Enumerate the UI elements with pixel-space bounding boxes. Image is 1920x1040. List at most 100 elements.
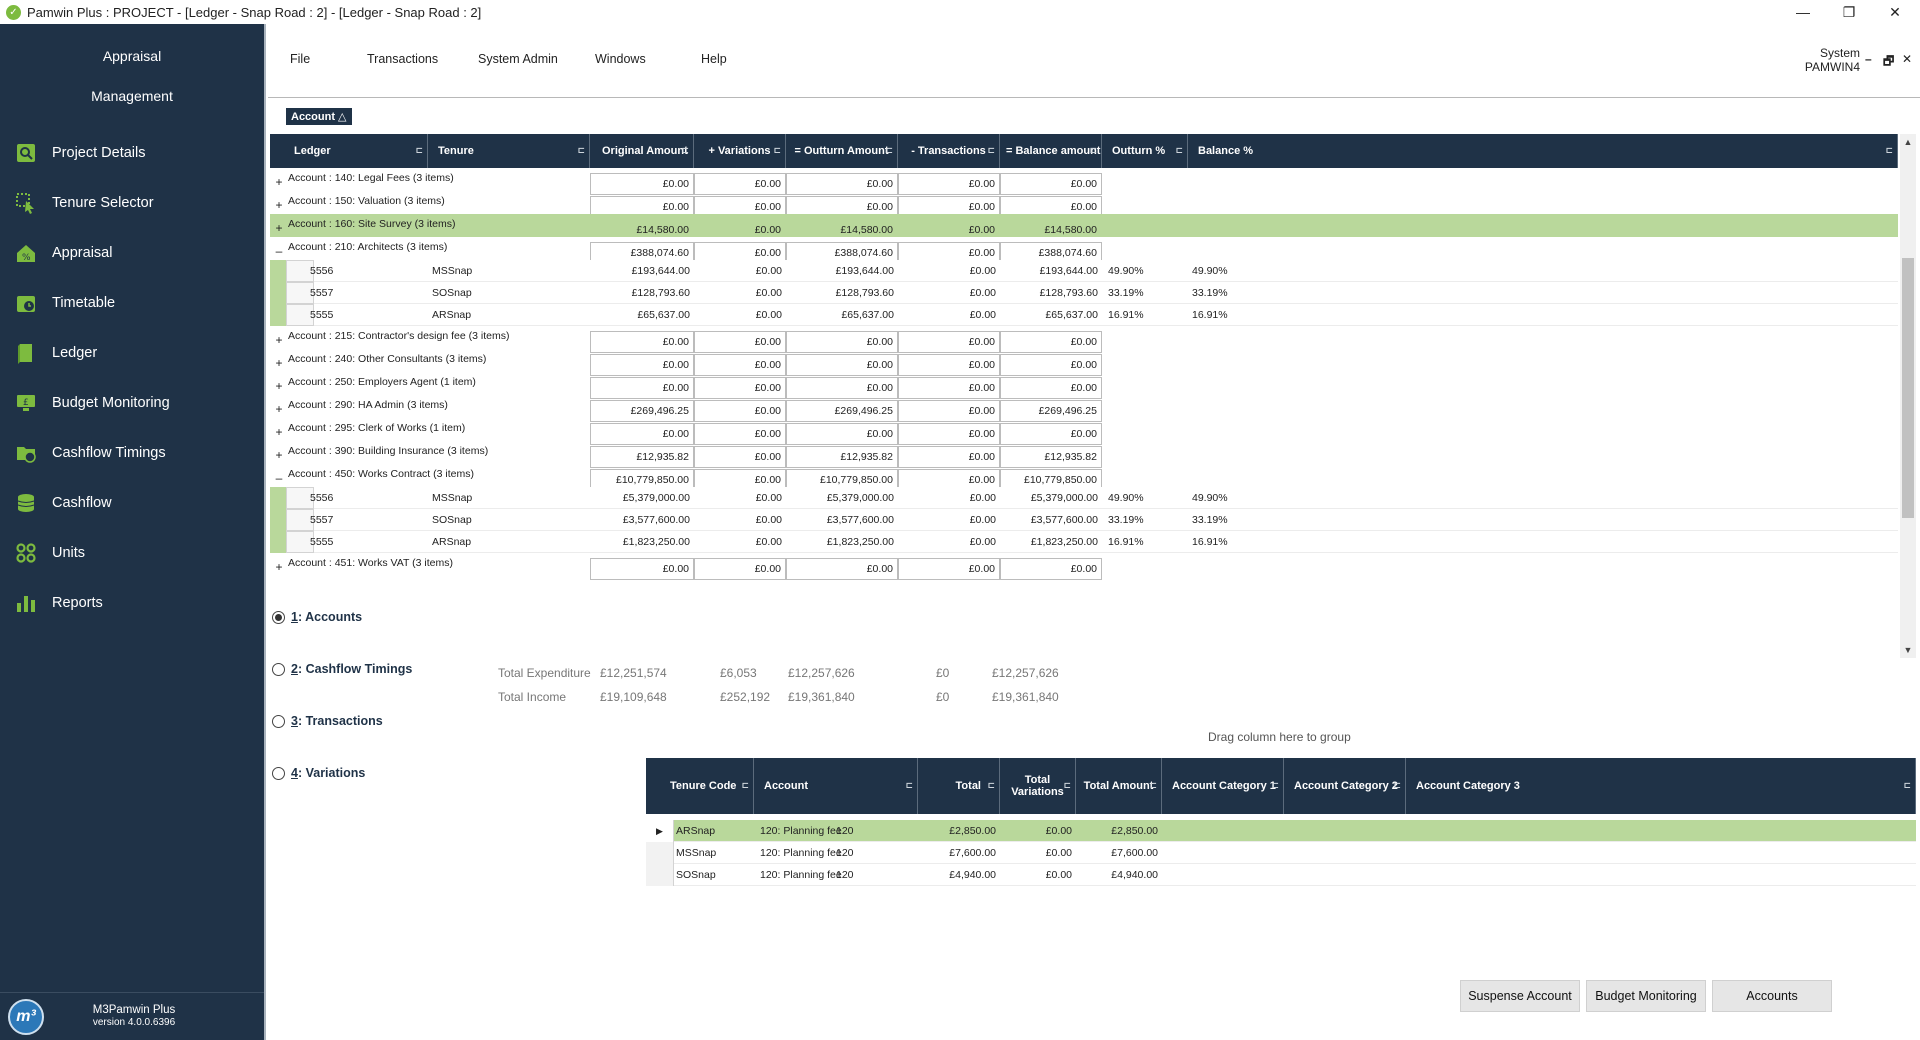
column-header-variations[interactable]: + Variations ⊏ <box>694 134 786 168</box>
account-group-row[interactable]: – Account : 450: Works Contract (3 items)… <box>270 464 1898 491</box>
account-group-row[interactable]: + Account : 215: Contractor's design fee … <box>270 326 1898 353</box>
expand-icon[interactable]: + <box>275 198 283 212</box>
tenure-column-header-total-amount[interactable]: Total Amount ⊏ <box>1076 758 1162 814</box>
tenure-column-header-account-category-1[interactable]: Account Category 1 ⊏ <box>1162 758 1284 814</box>
column-header-balance-amount[interactable]: = Balance amount ⊏ <box>1000 134 1102 168</box>
view-option-accounts[interactable]: 1: Accounts <box>272 610 362 624</box>
expand-icon[interactable]: + <box>275 448 283 462</box>
account-group-row[interactable]: + Account : 295: Clerk of Works (1 item) £… <box>270 418 1898 445</box>
sidebar-item-units[interactable]: Units <box>0 528 264 578</box>
expand-icon[interactable]: + <box>275 356 283 370</box>
tenure-column-header-total[interactable]: Total ⊏ <box>918 758 1000 814</box>
radio-button[interactable] <box>272 766 285 780</box>
group-by-account-chip[interactable]: Account △ <box>286 108 352 125</box>
expand-icon[interactable]: + <box>275 402 283 416</box>
ledger-detail-row[interactable]: 5557 SOSnap £128,793.60 £0.00 £128,793.60 £0.… <box>270 282 1898 304</box>
suspense-account-button[interactable]: Suspense Account <box>1460 980 1580 1012</box>
view-option-variations[interactable]: 4: Variations <box>272 766 365 780</box>
row-indicator[interactable] <box>286 282 314 304</box>
pin-icon: ⊏ <box>1271 780 1279 790</box>
column-header-label: Original Amount <box>602 145 688 157</box>
account-group-row[interactable]: + Account : 390: Building Insurance (3 it… <box>270 441 1898 468</box>
budget-monitoring-button[interactable]: Budget Monitoring <box>1586 980 1706 1012</box>
sidebar-item-cashflow-timings[interactable]: Cashflow Timings <box>0 428 264 478</box>
scroll-up-icon[interactable]: ▲ <box>1903 137 1913 147</box>
account-group-row[interactable]: + Account : 140: Legal Fees (3 items) £0.0… <box>270 168 1898 195</box>
sidebar-item-cashflow[interactable]: Cashflow <box>0 478 264 528</box>
view-option-cashflow-timings[interactable]: 2: Cashflow Timings <box>272 662 412 676</box>
collapse-icon[interactable]: – <box>275 244 283 258</box>
column-header-outturn[interactable]: Outturn % ⊏ <box>1102 134 1188 168</box>
expand-icon[interactable]: + <box>275 379 283 393</box>
menu-transactions[interactable]: Transactions <box>367 52 439 66</box>
row-indicator[interactable] <box>286 260 314 282</box>
menu-system-admin[interactable]: System Admin <box>478 52 558 66</box>
view-option-transactions[interactable]: 3: Transactions <box>272 714 383 728</box>
sidebar-item-tenure-selector[interactable]: Tenure Selector <box>0 178 264 228</box>
column-header-balance[interactable]: Balance % ⊏ <box>1188 134 1898 168</box>
restore-button[interactable]: ❐ <box>1842 3 1856 20</box>
tenure-row[interactable]: MSSnap 120: Planning fee 120 £7,600.00 £0.00… <box>646 842 1916 864</box>
ledger-detail-row[interactable]: 5555 ARSnap £65,637.00 £0.00 £65,637.00 £0.00… <box>270 304 1898 326</box>
menu-windows[interactable]: Windows <box>595 52 646 66</box>
account-group-row[interactable]: + Account : 451: Works VAT (3 items) £0.00… <box>270 553 1898 580</box>
tenure-column-header-tenure-code[interactable]: Tenure Code ⊏ <box>646 758 754 814</box>
mdi-minimize-button[interactable]: – <box>1865 52 1872 66</box>
row-pointer-icon[interactable] <box>646 864 674 886</box>
sidebar-item-budget-monitoring[interactable]: £ Budget Monitoring <box>0 378 264 428</box>
tenure-column-header-account[interactable]: Account ⊏ <box>754 758 918 814</box>
tenure-row[interactable]: SOSnap 120: Planning fee 120 £4,940.00 £0.00… <box>646 864 1916 886</box>
expand-icon[interactable]: + <box>275 175 283 189</box>
tenure-column-header-account-category-2[interactable]: Account Category 2 ⊏ <box>1284 758 1406 814</box>
ledger-detail-row[interactable]: 5556 MSSnap £5,379,000.00 £0.00 £5,379,000.0… <box>270 487 1898 509</box>
close-button[interactable]: ✕ <box>1889 3 1901 20</box>
tenure-column-header-total-variations[interactable]: Total Variations ⊏ <box>1000 758 1076 814</box>
minimize-button[interactable]: — <box>1796 4 1810 20</box>
scroll-down-icon[interactable]: ▼ <box>1903 645 1913 655</box>
account-group-row[interactable]: + Account : 240: Other Consultants (3 ite… <box>270 349 1898 376</box>
radio-button[interactable] <box>272 662 285 676</box>
row-pointer-icon[interactable]: ▶ <box>646 820 674 842</box>
row-indicator[interactable] <box>286 509 314 531</box>
sidebar-item-project-details[interactable]: Project Details <box>0 128 264 178</box>
tenure-column-header-account-category-3[interactable]: Account Category 3 ⊏ <box>1406 758 1916 814</box>
ledger-detail-row[interactable]: 5557 SOSnap £3,577,600.00 £0.00 £3,577,600.0… <box>270 509 1898 531</box>
ledger-detail-row[interactable]: 5556 MSSnap £193,644.00 £0.00 £193,644.00 £0.… <box>270 260 1898 282</box>
expand-icon[interactable]: + <box>275 221 283 235</box>
expand-icon[interactable]: + <box>275 425 283 439</box>
expand-icon[interactable]: + <box>275 333 283 347</box>
collapse-icon[interactable]: – <box>275 471 283 485</box>
column-header-ledger[interactable]: Ledger ⊏ <box>270 134 428 168</box>
ledger-detail-row[interactable]: 5555 ARSnap £1,823,250.00 £0.00 £1,823,250.0… <box>270 531 1898 553</box>
radio-button[interactable] <box>272 714 285 728</box>
sidebar-item-reports[interactable]: Reports <box>0 578 264 628</box>
account-group-label: Account : 250: Employers Agent (1 item) <box>288 376 476 388</box>
row-pointer-icon[interactable] <box>646 842 674 864</box>
account-group-row[interactable]: + Account : 160: Site Survey (3 items) £14… <box>270 214 1898 237</box>
account-group-row[interactable]: – Account : 210: Architects (3 items) £388… <box>270 237 1898 264</box>
radio-button[interactable] <box>272 610 285 624</box>
menu-file[interactable]: File <box>290 52 311 66</box>
column-header-transactions[interactable]: - Transactions ⊏ <box>898 134 1000 168</box>
mdi-close-button[interactable]: ✕ <box>1902 52 1913 66</box>
scroll-thumb[interactable] <box>1902 258 1914 518</box>
tenure-row[interactable]: ▶ ARSnap 120: Planning fee 120 £2,850.00 £0.0… <box>646 820 1916 842</box>
sidebar-item-timetable[interactable]: Timetable <box>0 278 264 328</box>
expand-icon[interactable]: + <box>275 560 283 574</box>
row-indicator[interactable] <box>286 531 314 553</box>
accounts-button[interactable]: Accounts <box>1712 980 1832 1012</box>
row-indicator[interactable] <box>286 487 314 509</box>
account-group-row[interactable]: + Account : 150: Valuation (3 items) £0.00… <box>270 191 1898 218</box>
ledger-grid-scrollbar[interactable]: ▲ ▼ <box>1900 134 1916 658</box>
sidebar-item-ledger[interactable]: Ledger <box>0 328 264 378</box>
sidebar-item-appraisal[interactable]: % Appraisal <box>0 228 264 278</box>
group-total-cell: £0.00 <box>590 354 694 376</box>
row-indicator[interactable] <box>286 304 314 326</box>
column-header-outturn-amount[interactable]: = Outturn Amount ⊏ <box>786 134 898 168</box>
menu-help[interactable]: Help <box>701 52 727 66</box>
column-header-original-amount[interactable]: Original Amount ⊏ <box>590 134 694 168</box>
account-group-row[interactable]: + Account : 290: HA Admin (3 items) £269,4… <box>270 395 1898 422</box>
mdi-restore-button[interactable]: 🗗 <box>1883 54 1895 68</box>
column-header-tenure[interactable]: Tenure ⊏ <box>428 134 590 168</box>
account-group-row[interactable]: + Account : 250: Employers Agent (1 item)… <box>270 372 1898 399</box>
